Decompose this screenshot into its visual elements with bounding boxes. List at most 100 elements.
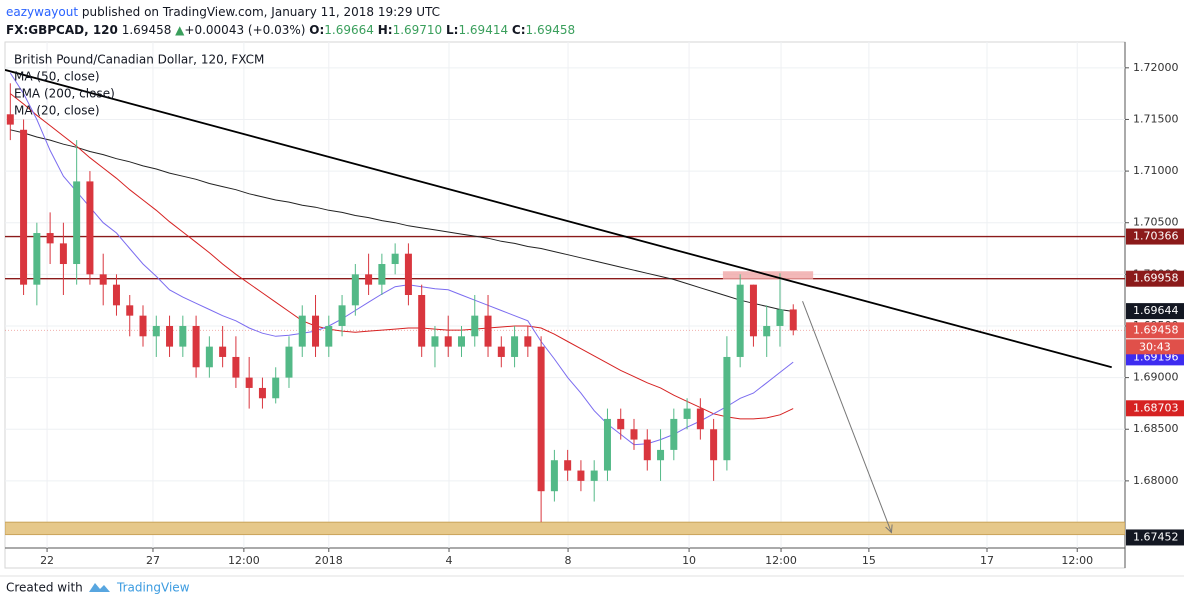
candle-body [365,274,373,285]
candle-body [736,284,744,357]
candle-body [285,346,293,378]
candle-body [46,233,54,244]
change: +0.00043 (+0.03%) [184,23,305,37]
candle-body [643,439,651,461]
candle-body [577,470,585,481]
candle-body [763,325,771,337]
chart-title: British Pound/Canadian Dollar, 120, FXCM [14,53,264,67]
candle-body [564,460,572,471]
price-label: 1.69958 [1133,272,1179,285]
legend-entry: MA (50, close) [14,70,100,84]
tv-logo [89,583,110,592]
ohlc-value: 1.69710 [393,23,443,37]
candle-body [192,325,200,368]
ohlc-value: 1.69458 [526,23,576,37]
candle-body [710,429,718,461]
candle-body [603,418,611,471]
published: published on TradingView.com, January 11… [82,5,440,19]
price-label-bg [1126,529,1184,546]
candle-body [86,181,94,275]
candle-body [378,264,386,285]
candle-body [418,295,426,347]
candle-body [524,336,532,347]
x-tick-label: 12:00 [228,554,260,567]
moving-average [10,129,794,312]
candle-body [537,346,545,492]
candle-body [59,243,67,265]
candle-body [471,315,479,337]
candle-body [404,253,412,295]
price: 1.69458 [122,23,172,37]
candle-body [391,253,399,265]
x-tick-label: 27 [146,554,160,567]
candle-body [683,408,691,419]
trendline [5,69,1112,369]
y-tick-label: 1.70500 [1133,216,1179,229]
x-tick-label: 2018 [315,554,343,567]
ohlc-key: L: [446,23,458,37]
price-label-bg [1126,400,1184,417]
price-label: 1.69644 [1133,304,1179,317]
candle-body [351,274,359,306]
ohlc-key: H: [378,23,393,37]
x-tick-label: 8 [565,554,572,567]
x-tick-label: 4 [446,554,453,567]
x-tick-label: 22 [40,554,54,567]
symbol: FX:GBPCAD, 120 [6,23,118,37]
arrow-head [885,524,893,534]
candle-body [6,114,14,125]
header-line: eazywayout published on TradingView.com,… [6,5,440,19]
candle-body [152,325,160,337]
candle-body [139,315,147,337]
ohlc-key: C: [512,23,526,37]
price-label-bg [1126,322,1184,339]
moving-average [9,93,794,420]
candle-body [696,408,704,430]
y-tick-label: 1.71500 [1133,112,1179,125]
ohlc-key: O: [309,23,324,37]
candle-body [73,181,81,265]
candle-body [219,346,227,357]
candle-body [338,305,346,326]
legend-entry: EMA (200, close) [14,87,115,101]
candle-body [444,336,452,347]
candle-body [511,336,519,357]
candle-body [99,274,107,285]
candle-body [112,284,120,306]
candle-body [749,284,757,337]
moving-average [9,72,794,446]
symbol-line: FX:GBPCAD, 120 1.69458 ▲+0.00043 (+0.03%… [6,23,575,37]
price-label-bg [1126,270,1184,287]
countdown-bg [1126,339,1184,355]
x-tick-label: 12:00 [1061,554,1093,567]
candle-body [484,315,492,347]
candle-body [590,470,598,481]
candle-body [497,346,505,357]
legend-entry: MA (20, close) [14,104,100,118]
candle-body [630,429,638,440]
candle-body [232,356,240,378]
candle-body [298,315,306,347]
countdown: 30:43 [1139,340,1171,353]
footer-created: Created with [6,581,83,595]
x-tick-label: 10 [682,554,696,567]
candle-body [126,305,134,316]
candle-body [166,325,174,347]
support-zone [5,521,1125,536]
price-label: 1.69458 [1133,323,1179,336]
candle-body [457,336,465,347]
candle-body [670,418,678,450]
price-label-bg [1126,228,1184,245]
candle-body [205,346,213,368]
ohlc-value: 1.69664 [324,23,374,37]
y-tick-label: 1.71000 [1133,164,1179,177]
candle-body [325,325,333,347]
y-tick-label: 1.68000 [1133,474,1179,487]
x-tick-label: 15 [862,554,876,567]
candle-body [33,233,41,285]
y-tick-label: 1.72000 [1133,61,1179,74]
footer-brand[interactable]: TradingView [116,581,190,595]
author[interactable]: eazywayout [6,5,78,19]
forecast-arrow [802,301,892,533]
y-tick-label: 1.69000 [1133,371,1179,384]
